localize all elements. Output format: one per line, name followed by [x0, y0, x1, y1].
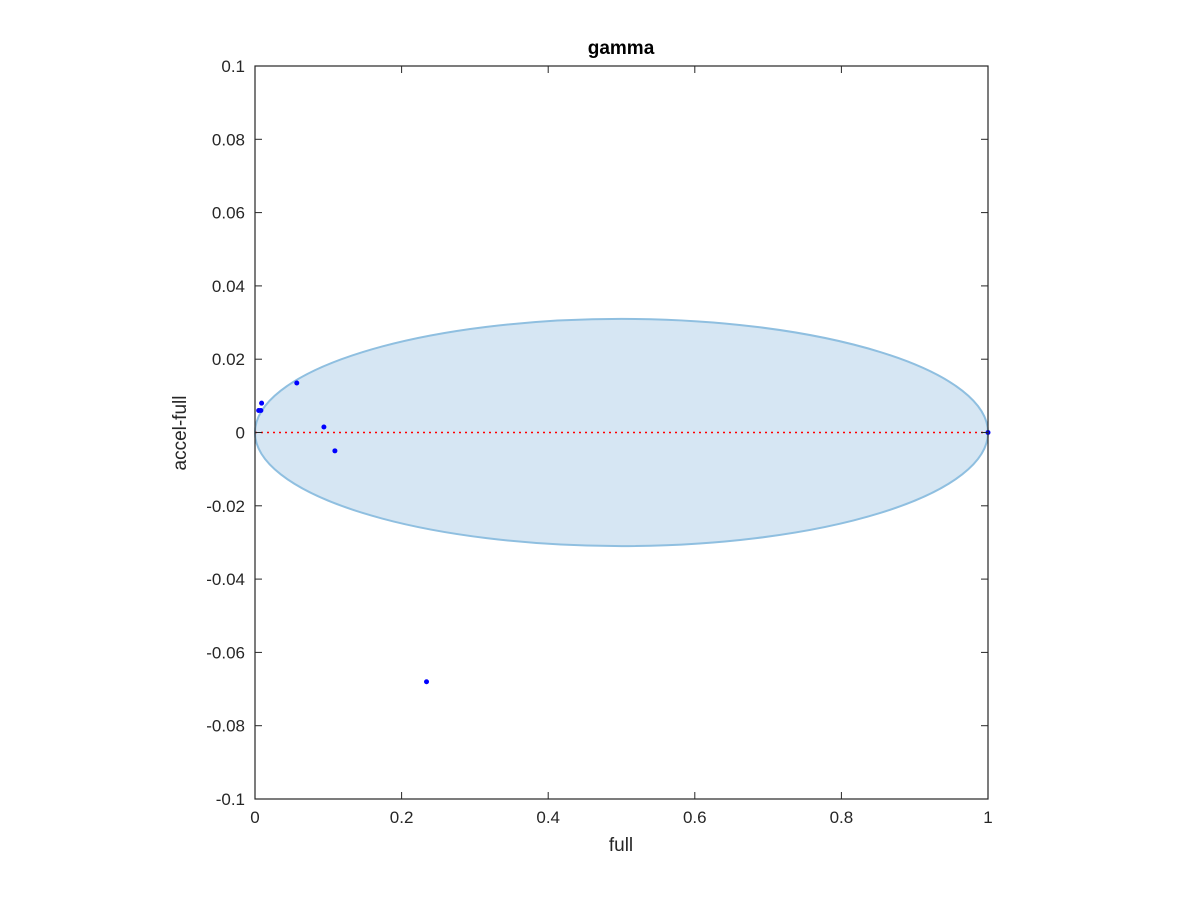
- y-tick-label: -0.08: [206, 717, 245, 736]
- y-tick-label: 0.04: [212, 277, 245, 296]
- y-tick-label: 0: [236, 424, 245, 443]
- y-axis-title: accel-full: [170, 396, 191, 471]
- y-tick-label: 0.08: [212, 130, 245, 149]
- x-tick-label: 0.2: [390, 808, 414, 827]
- data-point: [321, 424, 327, 430]
- x-tick-label: 1: [983, 808, 992, 827]
- y-tick-label: 0.1: [221, 57, 245, 76]
- data-point: [259, 400, 265, 406]
- y-tick-label: -0.06: [206, 643, 245, 662]
- x-axis-title: full: [609, 835, 633, 856]
- y-tick-label: 0.06: [212, 204, 245, 223]
- data-point: [332, 448, 338, 454]
- data-point: [424, 679, 430, 685]
- y-tick-label: -0.02: [206, 497, 245, 516]
- x-tick-label: 0.8: [830, 808, 854, 827]
- data-point: [294, 380, 300, 386]
- y-tick-label: 0.02: [212, 350, 245, 369]
- y-tick-label: -0.04: [206, 570, 245, 589]
- y-tick-label: -0.1: [216, 790, 245, 809]
- x-tick-label: 0.4: [536, 808, 560, 827]
- data-point: [258, 408, 264, 414]
- chart-title: gamma: [588, 38, 655, 59]
- x-tick-label: 0: [250, 808, 259, 827]
- x-tick-label: 0.6: [683, 808, 707, 827]
